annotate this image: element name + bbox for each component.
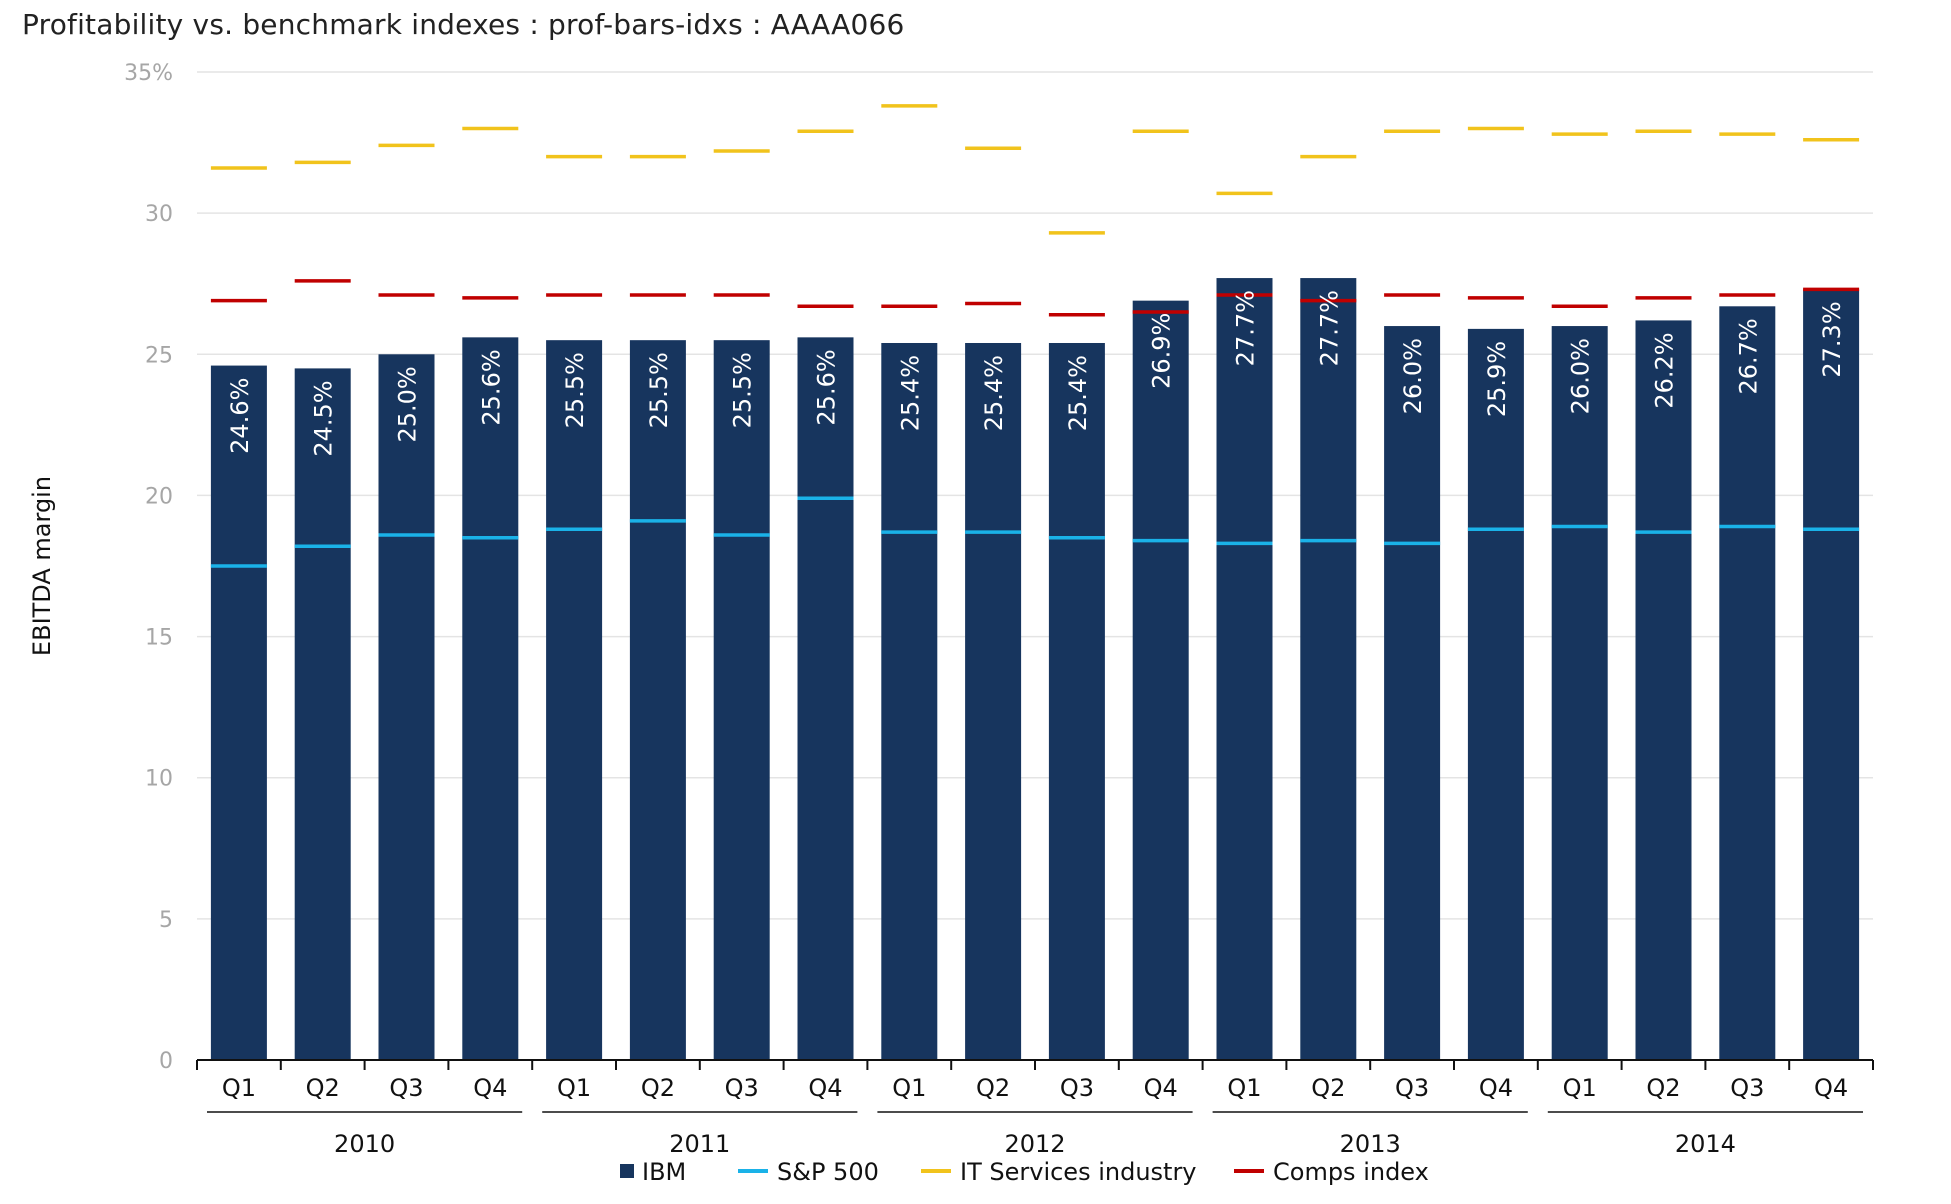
bar-data-label: 24.6% xyxy=(226,378,254,454)
bar-data-label: 27.7% xyxy=(1315,290,1343,366)
bar-labels: 24.6% 24.5% 25.0% 25.6% 25.5% 25.5% 25.5% 25.6%… xyxy=(226,290,1846,457)
legend-label: IT Services industry xyxy=(960,1158,1197,1186)
bar-ibm xyxy=(629,340,686,1061)
x-axis: Q1 Q2 Q3 Q4 Q1 Q2 Q3 Q4 Q1 Q2 Q3 Q4 Q1 Q2 Q3 Q4 Q1 Q2 Q3 Q4… xyxy=(196,1059,1874,1158)
x-category-label: Q2 xyxy=(1311,1074,1345,1102)
year-group-label: 2011 xyxy=(669,1130,730,1158)
bar-data-label: 25.0% xyxy=(394,366,422,442)
x-category-label: Q2 xyxy=(306,1074,340,1102)
x-category-label: Q3 xyxy=(1060,1074,1094,1102)
legend: IBM S&P 500 IT Services industry Comps inde… xyxy=(620,1158,1429,1186)
bar-ibm xyxy=(1551,326,1608,1060)
legend-label: IBM xyxy=(642,1158,686,1186)
bars xyxy=(210,278,1860,1061)
gridlines xyxy=(197,71,1873,920)
bar-data-label: 26.0% xyxy=(1567,338,1595,414)
x-category-label: Q4 xyxy=(1479,1074,1513,1102)
x-category-label: Q1 xyxy=(557,1074,591,1102)
bar-data-label: 27.7% xyxy=(1232,290,1260,366)
y-tick-label: 5 xyxy=(159,908,173,933)
year-group-label: 2012 xyxy=(1004,1130,1065,1158)
bar-data-label: 26.7% xyxy=(1734,318,1762,394)
x-category-label: Q4 xyxy=(1814,1074,1848,1102)
bar-ibm xyxy=(546,340,603,1061)
bar-data-label: 25.5% xyxy=(729,352,757,428)
bar-data-label: 25.6% xyxy=(477,349,505,425)
bar-ibm xyxy=(1719,306,1776,1061)
x-category-label: Q4 xyxy=(473,1074,507,1102)
legend-item: Comps index xyxy=(1234,1158,1429,1186)
x-category-label: Q1 xyxy=(1227,1074,1261,1102)
x-category-label: Q3 xyxy=(1730,1074,1764,1102)
index-markers xyxy=(210,104,1860,568)
x-category-label: Q4 xyxy=(1144,1074,1178,1102)
year-group-label: 2010 xyxy=(334,1130,395,1158)
year-group-label: 2014 xyxy=(1675,1130,1736,1158)
bar-data-label: 25.5% xyxy=(645,352,673,428)
x-category-label: Q3 xyxy=(389,1074,423,1102)
bar-data-label: 25.4% xyxy=(1064,355,1092,431)
y-tick-label: 30 xyxy=(145,202,173,227)
bar-ibm xyxy=(965,342,1022,1061)
x-category-label: Q2 xyxy=(976,1074,1010,1102)
x-category-label: Q3 xyxy=(1395,1074,1429,1102)
y-tick-label: 10 xyxy=(145,767,173,792)
bar-ibm xyxy=(1300,278,1357,1060)
year-group-label: 2013 xyxy=(1340,1130,1401,1158)
legend-label: S&P 500 xyxy=(777,1158,879,1186)
y-tick-label: 20 xyxy=(145,484,173,509)
x-category-label: Q2 xyxy=(1646,1074,1680,1102)
bar-ibm xyxy=(210,365,267,1060)
y-tick-label: 35% xyxy=(124,61,173,86)
bar-data-label: 26.0% xyxy=(1399,338,1427,414)
bar-data-label: 26.9% xyxy=(1148,313,1176,389)
y-tick-label: 0 xyxy=(159,1049,173,1074)
bar-ibm xyxy=(1048,342,1105,1061)
bar-data-label: 24.5% xyxy=(310,380,338,456)
bar-ibm xyxy=(713,340,770,1061)
bar-ibm xyxy=(1384,326,1441,1060)
y-axis: 0 5 10 15 20 25 30 35% EBITDA margin xyxy=(28,61,173,1074)
x-category-label: Q1 xyxy=(222,1074,256,1102)
y-axis-title: EBITDA margin xyxy=(28,476,56,656)
bar-ibm xyxy=(294,368,351,1060)
chart-title: Profitability vs. benchmark indexes : pr… xyxy=(22,8,905,41)
bar-ibm xyxy=(1467,328,1524,1060)
bar-ibm xyxy=(1132,300,1189,1060)
bar-ibm xyxy=(378,354,435,1060)
bar-data-label: 26.2% xyxy=(1651,332,1679,408)
legend-label: Comps index xyxy=(1273,1158,1429,1186)
x-category-label: Q4 xyxy=(808,1074,842,1102)
bar-ibm xyxy=(462,337,519,1060)
bar-data-label: 25.4% xyxy=(896,355,924,431)
x-category-label: Q2 xyxy=(641,1074,675,1102)
legend-item: S&P 500 xyxy=(738,1158,879,1186)
legend-item: IT Services industry xyxy=(921,1158,1197,1186)
legend-swatch xyxy=(620,1164,634,1178)
bar-ibm xyxy=(1216,278,1273,1060)
y-tick-label: 25 xyxy=(145,343,173,368)
bar-data-label: 25.4% xyxy=(980,355,1008,431)
x-category-label: Q3 xyxy=(725,1074,759,1102)
x-category-label: Q1 xyxy=(892,1074,926,1102)
bar-data-label: 27.3% xyxy=(1818,301,1846,377)
bar-ibm xyxy=(881,342,938,1061)
bar-ibm xyxy=(797,337,854,1060)
y-tick-label: 15 xyxy=(145,626,173,651)
bar-data-label: 25.6% xyxy=(813,349,841,425)
x-category-label: Q1 xyxy=(1563,1074,1597,1102)
bar-data-label: 25.9% xyxy=(1483,341,1511,417)
legend-item: IBM xyxy=(620,1158,686,1186)
bar-ibm xyxy=(1635,320,1692,1060)
bar-data-label: 25.5% xyxy=(561,352,589,428)
bar-ibm xyxy=(1803,289,1860,1060)
